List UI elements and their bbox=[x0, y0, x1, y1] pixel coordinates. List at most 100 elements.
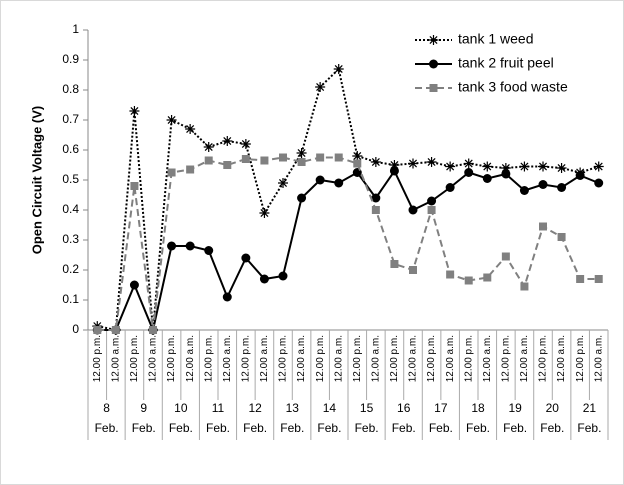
x-tick-label: 12.00 a.m. bbox=[445, 335, 456, 382]
x-tick-label: 12.00 p.m. bbox=[92, 335, 103, 382]
point bbox=[316, 153, 325, 162]
point bbox=[482, 161, 493, 172]
point bbox=[556, 163, 567, 173]
point bbox=[204, 156, 213, 165]
x-tick-label: 12.00 p.m. bbox=[426, 335, 437, 382]
point bbox=[296, 148, 307, 158]
point bbox=[389, 160, 400, 170]
group-month-label: Feb. bbox=[206, 421, 230, 435]
group-month-label: Feb. bbox=[317, 421, 341, 435]
point bbox=[315, 82, 326, 92]
point bbox=[260, 156, 269, 165]
point bbox=[557, 233, 566, 241]
point bbox=[593, 161, 604, 172]
point bbox=[186, 165, 195, 174]
point bbox=[371, 206, 380, 214]
group-month-label: Feb. bbox=[540, 421, 564, 435]
point bbox=[464, 168, 474, 177]
group-month-label: Feb. bbox=[577, 421, 601, 435]
x-tick-label: 12.00 p.m. bbox=[389, 335, 400, 382]
point bbox=[203, 142, 214, 152]
x-tick-label: 12.00 a.m. bbox=[296, 335, 307, 382]
point bbox=[408, 205, 418, 215]
point bbox=[278, 271, 288, 281]
y-tick-label: 0.9 bbox=[62, 52, 79, 66]
point bbox=[149, 326, 157, 334]
point bbox=[427, 196, 437, 206]
point bbox=[409, 266, 417, 274]
point bbox=[297, 193, 307, 203]
x-tick-label: 12.00 p.m. bbox=[203, 335, 214, 382]
point bbox=[185, 124, 196, 134]
x-tick-label: 12.00 a.m. bbox=[148, 335, 159, 382]
x-tick-label: 12.00 p.m. bbox=[129, 335, 140, 382]
y-tick-label: 0.3 bbox=[62, 232, 79, 246]
point bbox=[315, 175, 325, 185]
point bbox=[370, 157, 381, 167]
point bbox=[129, 280, 139, 290]
point bbox=[241, 155, 250, 163]
point bbox=[594, 178, 604, 188]
point bbox=[352, 151, 363, 161]
series-line bbox=[97, 156, 599, 331]
group-day-label: 8 bbox=[103, 401, 110, 415]
point bbox=[353, 159, 362, 168]
point bbox=[408, 158, 418, 169]
x-tick-label: 12.00 a.m. bbox=[370, 335, 381, 382]
point bbox=[445, 183, 455, 192]
point bbox=[222, 292, 232, 302]
y-tick-label: 0.7 bbox=[62, 112, 79, 126]
group-day-label: 19 bbox=[508, 401, 522, 415]
point bbox=[166, 115, 177, 125]
point bbox=[445, 161, 456, 172]
point bbox=[278, 178, 288, 188]
group-month-label: Feb. bbox=[280, 421, 304, 435]
point bbox=[93, 326, 102, 334]
point bbox=[429, 59, 438, 69]
y-tick-label: 0.4 bbox=[62, 202, 79, 216]
point bbox=[539, 222, 547, 231]
x-tick-label: 12.00 p.m. bbox=[463, 335, 474, 382]
group-day-label: 18 bbox=[471, 401, 485, 415]
point bbox=[427, 206, 436, 214]
y-tick-label: 0 bbox=[72, 322, 79, 336]
point bbox=[241, 253, 251, 263]
point bbox=[519, 161, 530, 172]
point bbox=[334, 153, 343, 162]
point bbox=[429, 84, 438, 92]
point bbox=[297, 158, 306, 166]
point bbox=[426, 157, 437, 167]
x-tick-label: 12.00 a.m. bbox=[556, 335, 567, 382]
group-day-label: 12 bbox=[248, 401, 262, 415]
group-day-label: 21 bbox=[583, 401, 597, 415]
point bbox=[594, 275, 603, 283]
y-tick-label: 1 bbox=[72, 22, 79, 36]
x-tick-label: 12.00 p.m. bbox=[278, 335, 289, 382]
x-tick-label: 12.00 p.m. bbox=[500, 335, 511, 382]
x-tick-label: 12.00 a.m. bbox=[333, 335, 344, 382]
group-month-label: Feb. bbox=[95, 421, 119, 435]
group-month-label: Feb. bbox=[392, 421, 416, 435]
point bbox=[482, 174, 492, 183]
y-tick-label: 0.1 bbox=[62, 292, 79, 306]
point bbox=[130, 182, 139, 190]
point bbox=[500, 163, 511, 173]
x-tick-label: 12.00 p.m. bbox=[352, 335, 363, 382]
group-month-label: Feb. bbox=[429, 421, 453, 435]
x-tick-label: 12.00 p.m. bbox=[575, 335, 586, 382]
group-month-label: Feb. bbox=[355, 421, 379, 435]
point bbox=[576, 275, 585, 283]
group-month-label: Feb. bbox=[503, 421, 527, 435]
group-day-label: 14 bbox=[323, 401, 337, 415]
point bbox=[519, 186, 529, 195]
y-tick-label: 0.5 bbox=[62, 172, 79, 186]
x-tick-label: 12.00 p.m. bbox=[166, 335, 177, 382]
point bbox=[575, 171, 585, 180]
group-day-label: 11 bbox=[212, 401, 225, 415]
x-tick-label: 12.00 p.m. bbox=[538, 335, 549, 382]
x-tick-label: 12.00 p.m. bbox=[315, 335, 326, 382]
point bbox=[334, 178, 344, 188]
y-tick-label: 0.2 bbox=[62, 262, 79, 276]
